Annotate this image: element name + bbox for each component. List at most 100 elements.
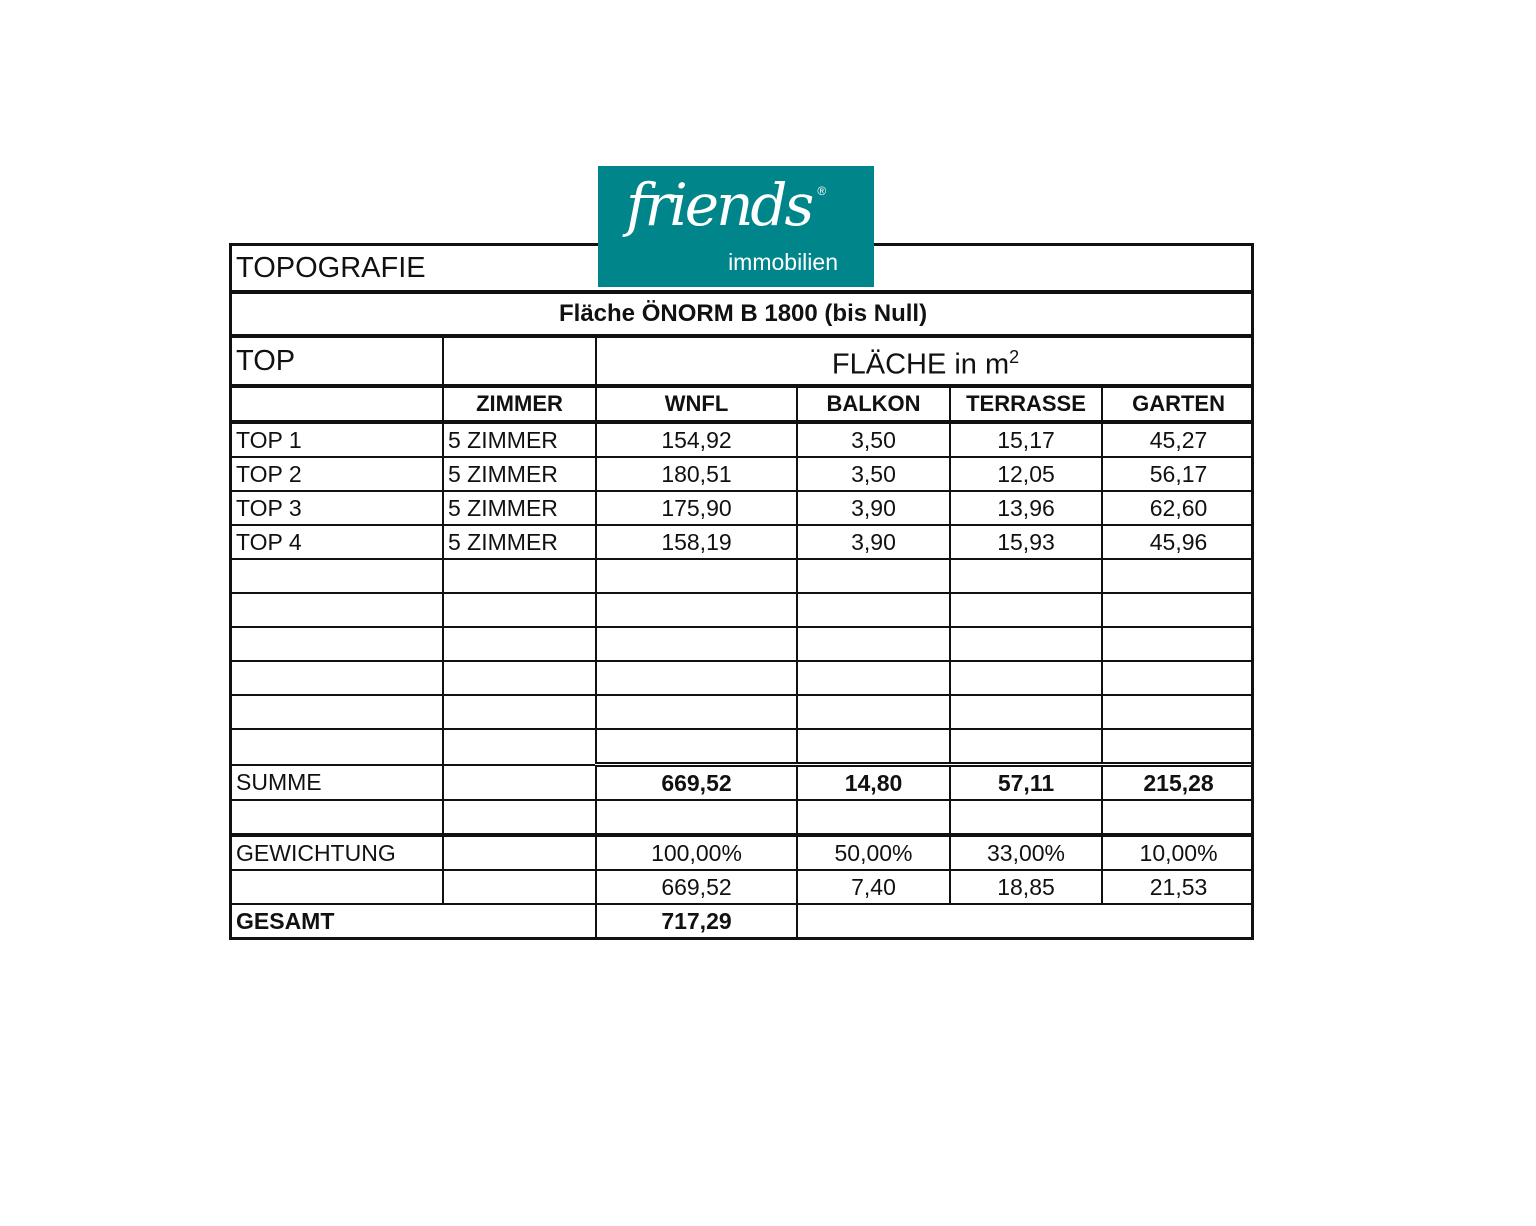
empty-cell xyxy=(795,903,1255,937)
empty-cell xyxy=(442,869,597,905)
summe-wnfl: 669,52 xyxy=(595,762,798,801)
cell-zimmer xyxy=(442,558,597,594)
cell-terrasse: 15,17 xyxy=(949,421,1103,458)
cell-wnfl xyxy=(595,626,798,662)
header-balkon: BALKON xyxy=(796,385,951,424)
cell-balkon xyxy=(796,626,951,662)
header-top xyxy=(232,385,444,424)
cell-wnfl xyxy=(595,694,798,730)
summe-balkon: 14,80 xyxy=(796,762,951,801)
header-zimmer: ZIMMER xyxy=(442,385,597,424)
summe-terrasse: 57,11 xyxy=(949,762,1103,801)
cell-balkon xyxy=(796,660,951,696)
cell-zimmer xyxy=(442,626,597,662)
cell-garten xyxy=(1100,660,1255,696)
cell-wnfl xyxy=(595,728,798,766)
empty-cell xyxy=(442,763,597,801)
empty-cell xyxy=(442,335,597,388)
table-row xyxy=(232,799,1255,836)
weight-terrasse: 33,00% xyxy=(949,833,1103,871)
cell-garten: 45,96 xyxy=(1100,524,1255,560)
empty-cell xyxy=(949,799,1103,836)
cell-top: TOP 2 xyxy=(232,456,444,492)
top-label: TOP xyxy=(232,335,444,388)
cell-garten xyxy=(1100,626,1255,662)
gewichtung-row: GEWICHTUNG 100,00% 50,00% 33,00% 10,00% xyxy=(232,833,1255,871)
empty-cell xyxy=(1100,799,1255,836)
cell-balkon: 3,90 xyxy=(796,524,951,560)
cell-top: TOP 3 xyxy=(232,490,444,526)
norm-subtitle-cell: Fläche ÖNORM B 1800 (bis Null) xyxy=(232,291,1255,338)
gesamt-label: GESAMT xyxy=(232,903,597,937)
gesamt-row: GESAMT 717,29 xyxy=(232,903,1255,937)
weighted-wnfl: 669,52 xyxy=(595,869,798,905)
empty-cell xyxy=(442,833,597,871)
cell-terrasse xyxy=(949,694,1103,730)
logo-brand: friends xyxy=(626,171,814,239)
cell-wnfl xyxy=(595,558,798,594)
weighted-terrasse: 18,85 xyxy=(949,869,1103,905)
cell-terrasse xyxy=(949,558,1103,594)
table-row xyxy=(232,626,1255,662)
header-garten: GARTEN xyxy=(1100,385,1255,424)
weighted-garten: 21,53 xyxy=(1100,869,1255,905)
cell-wnfl: 180,51 xyxy=(595,456,798,492)
empty-cell xyxy=(796,799,951,836)
area-unit-sup: 2 xyxy=(1009,347,1020,368)
cell-terrasse: 13,96 xyxy=(949,490,1103,526)
weight-garten: 10,00% xyxy=(1100,833,1255,871)
cell-garten xyxy=(1100,694,1255,730)
summe-row: SUMME 669,52 14,80 57,11 215,28 xyxy=(232,762,1255,801)
cell-top: TOP 4 xyxy=(232,524,444,560)
area-label-text: FLÄCHE in m xyxy=(831,348,1010,381)
table-row xyxy=(232,660,1255,696)
cell-balkon xyxy=(796,592,951,628)
cell-terrasse: 15,93 xyxy=(949,524,1103,560)
cell-terrasse xyxy=(949,626,1103,662)
cell-terrasse: 12,05 xyxy=(949,456,1103,492)
empty-cell xyxy=(442,799,597,836)
cell-top xyxy=(232,592,444,628)
cell-terrasse xyxy=(949,660,1103,696)
cell-garten xyxy=(1100,728,1255,766)
header-terrasse: TERRASSE xyxy=(949,385,1103,424)
gesamt-value: 717,29 xyxy=(595,903,798,937)
empty-cell xyxy=(232,869,444,905)
empty-cell xyxy=(232,799,444,836)
weight-balkon: 50,00% xyxy=(796,833,951,871)
friends-immobilien-logo: friends ® immobilien xyxy=(598,166,874,287)
cell-garten: 45,27 xyxy=(1100,421,1255,458)
table-row xyxy=(232,558,1255,594)
empty-cell xyxy=(595,799,798,836)
cell-balkon xyxy=(796,558,951,594)
cell-top xyxy=(232,558,444,594)
weighted-row: 669,52 7,40 18,85 21,53 xyxy=(232,869,1255,905)
cell-top xyxy=(232,694,444,730)
table-row xyxy=(232,728,1255,766)
gewichtung-label: GEWICHTUNG xyxy=(232,833,444,871)
cell-balkon xyxy=(796,694,951,730)
cell-balkon: 3,90 xyxy=(796,490,951,526)
cell-top: TOP 1 xyxy=(232,421,444,458)
cell-garten: 56,17 xyxy=(1100,456,1255,492)
table-row xyxy=(232,694,1255,730)
logo-registered-mark: ® xyxy=(817,184,827,198)
cell-top xyxy=(232,660,444,696)
cell-garten: 62,60 xyxy=(1100,490,1255,526)
cell-zimmer: 5 ZIMMER xyxy=(442,490,597,526)
cell-balkon: 3,50 xyxy=(796,456,951,492)
cell-zimmer xyxy=(442,660,597,696)
cell-wnfl xyxy=(595,660,798,696)
cell-balkon xyxy=(796,728,951,766)
cell-zimmer xyxy=(442,728,597,766)
weighted-balkon: 7,40 xyxy=(796,869,951,905)
cell-garten xyxy=(1100,592,1255,628)
summe-garten: 215,28 xyxy=(1100,762,1255,801)
cell-top xyxy=(232,626,444,662)
cell-zimmer xyxy=(442,592,597,628)
logo-brand-line: friends ® xyxy=(626,172,826,238)
cell-terrasse xyxy=(949,728,1103,766)
